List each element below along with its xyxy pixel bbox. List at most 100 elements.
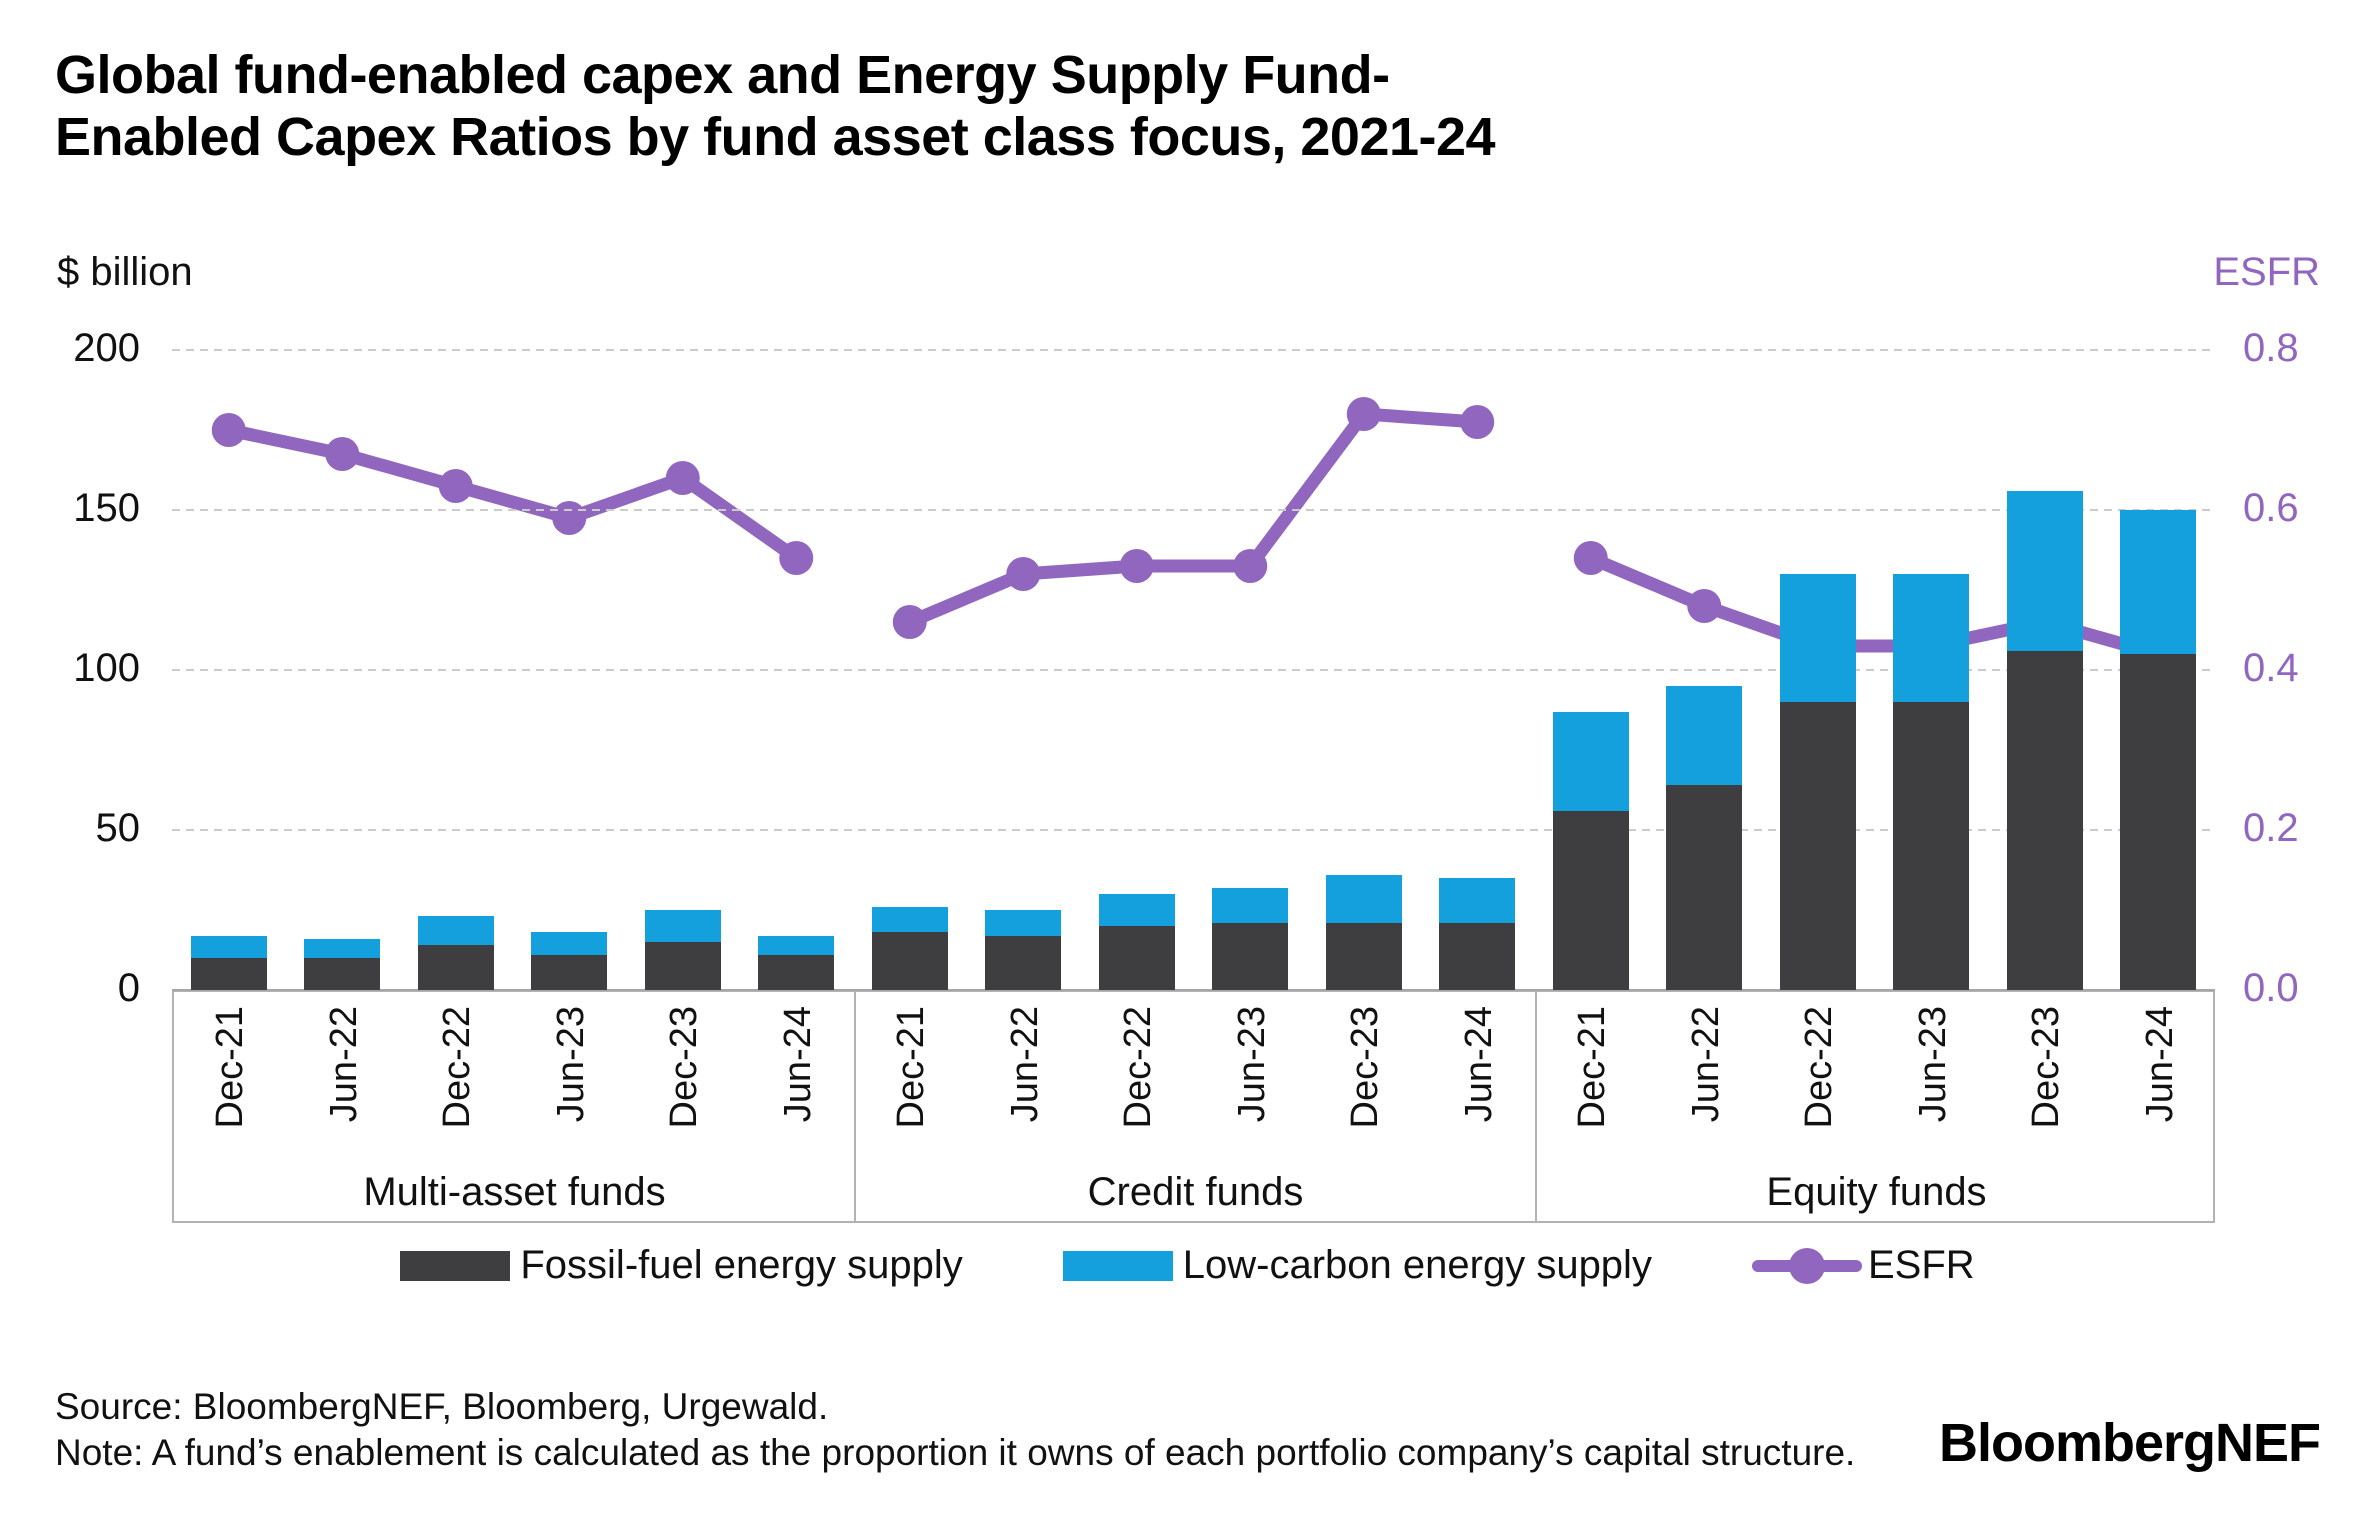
x-axis-date-label: Dec-22 [1798,1006,1841,1129]
bar-segment-low-carbon [2006,490,2083,651]
x-axis-date-label: Dec-21 [209,1006,252,1129]
esfr-marker [1460,405,1495,439]
x-axis-date-label: Dec-21 [890,1006,933,1129]
x-axis-date-label: Jun-24 [776,1006,819,1123]
bar-segment-fossil [1439,922,1516,990]
esfr-marker [438,469,473,503]
x-axis-date-label: Dec-22 [436,1006,479,1129]
esfr-marker [665,461,700,495]
esfr-marker [325,437,360,471]
legend-label-fossil: Fossil-fuel energy supply [520,1243,963,1287]
chart-title: Global fund-enabled capex and Energy Sup… [55,44,1496,168]
y-tick-left: 100 [73,646,140,690]
y-gridline [172,509,2215,511]
bar-segment-low-carbon [2120,510,2197,654]
group-separator [854,992,856,1221]
x-axis-date-label: Jun-23 [1911,1006,1954,1123]
legend-label-esfr: ESFR [1867,1243,1975,1287]
x-axis-date-label: Jun-22 [1003,1006,1046,1123]
bar-segment-low-carbon [758,935,835,955]
bar-segment-fossil [531,954,608,990]
esfr-marker [1573,541,1608,575]
legend-item-low-carbon: Low-carbon energy supply [1062,1243,1652,1288]
bar-segment-low-carbon [304,938,381,958]
bar-segment-fossil [1779,702,1856,990]
bar-segment-low-carbon [644,910,721,942]
right-axis-unit-label: ESFR [2213,250,2320,294]
y-tick-left: 50 [95,806,141,850]
esfr-marker [779,541,814,575]
bar-segment-fossil [190,958,267,990]
bar-segment-low-carbon [1212,887,1289,923]
esfr-line [903,407,1484,629]
bar-segment-low-carbon [1779,574,1856,702]
bar-segment-fossil [1212,922,1289,990]
note-line: Note: A fund’s enablement is calculated … [55,1432,1856,1473]
bar-segment-low-carbon [1893,574,1970,702]
x-axis-line [172,989,2215,991]
x-axis-date-label: Jun-22 [1684,1006,1727,1123]
bloombergnef-logo: BloombergNEF [1938,1413,2321,1473]
x-axis-date-label: Jun-24 [1457,1006,1500,1123]
footer-text: Source: BloombergNEF, Bloomberg, Urgewal… [55,1384,1855,1476]
x-axis-date-label: Jun-23 [549,1006,592,1123]
bar-segment-fossil [1552,810,1629,990]
x-axis-band: Dec-21 Jun-22 Dec-22 Jun-23 Dec-23 Jun-24 Mult… [172,990,2215,1223]
y-tick-right: 0.8 [2243,326,2299,370]
x-axis-date-label: Dec-23 [663,1006,706,1129]
bar-segment-fossil [1666,785,1743,990]
esfr-marker [1346,397,1381,431]
chart-title-line1: Global fund-enabled capex and Energy Sup… [55,45,1390,105]
x-axis-date-label: Dec-23 [1344,1006,1387,1129]
bar-segment-fossil [1098,926,1175,990]
x-axis-date-label: Dec-23 [2025,1006,2068,1129]
y-tick-left: 150 [73,486,140,530]
chart-title-line2: Enabled Capex Ratios by fund asset class… [55,107,1496,167]
fund-group-label: Credit funds [1087,1170,1304,1214]
bar-segment-low-carbon [1439,878,1516,923]
y-tick-left: 200 [73,326,140,370]
bar-segment-low-carbon [190,935,267,958]
esfr-line [222,423,803,565]
y-tick-right: 0.6 [2243,486,2299,530]
bar-segment-fossil [1893,702,1970,990]
fossil-swatch-icon [400,1250,511,1281]
esfr-marker [892,605,927,639]
x-axis-date-label: Jun-24 [2138,1006,2181,1123]
x-axis-date-label: Dec-22 [1117,1006,1160,1129]
y-gridline [172,349,2215,351]
bar-segment-low-carbon [1552,711,1629,811]
bar-segment-fossil [304,958,381,990]
y-tick-right: 0.0 [2243,966,2299,1010]
bar-segment-fossil [2120,654,2197,990]
bar-segment-low-carbon [531,932,608,955]
bar-segment-low-carbon [1098,894,1175,926]
y-tick-right: 0.4 [2243,646,2299,690]
bar-segment-low-carbon [985,910,1062,936]
esfr-marker [1119,549,1154,583]
bar-segment-low-carbon [1325,874,1402,923]
esfr-marker [1687,589,1722,623]
x-axis-date-label: Dec-21 [1571,1006,1614,1129]
legend: Fossil-fuel energy supply Low-carbon ene… [0,1243,2375,1288]
legend-label-low-carbon: Low-carbon energy supply [1182,1243,1652,1287]
y-gridline [172,829,2215,831]
esfr-marker [552,501,587,535]
bar-segment-fossil [758,954,835,990]
bar-segment-fossil [2006,650,2083,990]
source-line: Source: BloombergNEF, Bloomberg, Urgewal… [55,1386,829,1427]
y-gridline [172,669,2215,671]
bar-segment-low-carbon [871,906,948,933]
left-axis-unit-label: $ billion [57,250,193,294]
x-axis-date-label: Jun-23 [1230,1006,1273,1123]
low-carbon-swatch-icon [1062,1250,1173,1281]
bar-segment-fossil [1325,922,1402,990]
x-axis-date-label: Jun-22 [322,1006,365,1123]
bar-segment-fossil [417,945,494,990]
esfr-marker [1006,557,1041,591]
fund-group-label: Equity funds [1766,1170,1987,1214]
fund-group-label: Multi-asset funds [363,1170,666,1214]
bar-segment-fossil [985,935,1062,990]
bar-segment-fossil [644,942,721,990]
